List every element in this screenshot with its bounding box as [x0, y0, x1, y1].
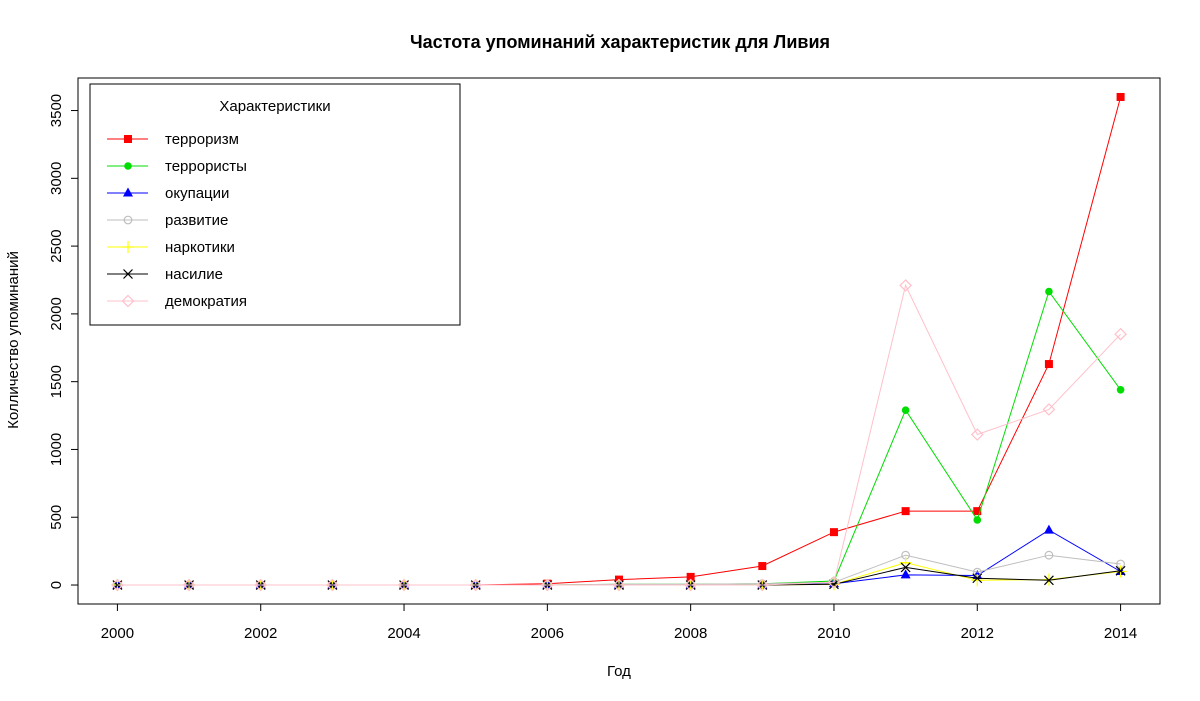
data-point — [111, 578, 124, 592]
data-point — [686, 572, 695, 581]
x-tick-label: 2010 — [817, 625, 850, 642]
legend-label: терроризм — [165, 131, 239, 148]
series-line — [117, 290, 1122, 586]
data-point — [540, 578, 554, 592]
y-tick-label: 3500 — [48, 94, 65, 127]
y-axis-label: Колличество упоминаний — [5, 251, 22, 429]
data-point — [1115, 565, 1126, 576]
data-point — [326, 578, 339, 592]
x-tick-label: 2002 — [244, 625, 277, 642]
legend-title: Характеристики — [219, 98, 330, 115]
legend-item: терроризм — [107, 131, 239, 148]
data-point — [684, 578, 698, 592]
data-point — [899, 279, 912, 292]
data-point — [901, 507, 910, 516]
data-point — [1044, 360, 1053, 369]
legend-item: окупации — [107, 185, 229, 202]
data-point — [829, 579, 839, 590]
y-tick-label: 1500 — [48, 365, 65, 398]
data-point — [469, 578, 483, 592]
data-point — [972, 573, 983, 584]
data-point — [1045, 287, 1053, 296]
data-point — [758, 562, 767, 571]
legend-marker — [124, 162, 132, 170]
data-point — [900, 569, 911, 579]
data-point — [970, 428, 984, 441]
series-демократия — [111, 279, 1127, 592]
data-point — [1044, 575, 1054, 586]
x-tick-label: 2000 — [101, 625, 134, 642]
chart-title: Частота упоминаний характеристик для Лив… — [410, 32, 830, 52]
legend-marker — [123, 215, 133, 225]
series-layer — [111, 92, 1127, 592]
legend-label: террористы — [165, 158, 247, 175]
legend-marker — [121, 294, 135, 308]
x-tick-label: 2006 — [531, 625, 564, 642]
x-axis: 2000 2002 2004 2006 2008 2010 2012 2014 — [101, 603, 1137, 642]
data-point — [973, 507, 982, 516]
x-tick-label: 2014 — [1104, 625, 1137, 642]
data-point — [901, 406, 910, 414]
legend-marker — [124, 135, 132, 143]
series-террористы — [113, 287, 1125, 589]
y-tick-label: 2000 — [48, 297, 65, 330]
x-tick-label: 2008 — [674, 625, 707, 642]
legend-item: насилие — [107, 266, 223, 283]
data-point — [1116, 386, 1125, 394]
x-tick-label: 2004 — [387, 625, 420, 642]
legend-label: насилие — [165, 266, 223, 283]
y-tick-label: 2500 — [48, 229, 65, 262]
series-line — [117, 283, 1121, 586]
legend-box — [89, 83, 461, 326]
data-point — [1043, 524, 1054, 534]
data-point — [1114, 327, 1127, 341]
legend-label: развитие — [165, 212, 228, 229]
data-point — [827, 575, 841, 589]
y-tick-label: 500 — [48, 505, 65, 530]
y-tick-label: 0 — [48, 581, 65, 589]
legend-item: развитие — [107, 212, 228, 229]
legend-item: наркотики — [107, 239, 235, 256]
legend: Характеристики терроризм террористы окупац… — [89, 83, 461, 326]
y-tick-label: 3000 — [48, 162, 65, 195]
legend-label: демократия — [165, 293, 247, 310]
legend-label: окупации — [165, 185, 229, 202]
data-point — [182, 578, 196, 592]
legend-marker — [122, 241, 134, 253]
legend-marker — [123, 187, 133, 197]
x-axis-label: Год — [607, 663, 631, 680]
data-point — [397, 578, 411, 592]
data-point — [755, 578, 769, 592]
data-point — [971, 574, 984, 587]
data-point — [973, 516, 982, 524]
data-point — [254, 578, 268, 592]
legend-marker — [123, 269, 133, 279]
data-point — [1042, 403, 1056, 416]
data-point — [829, 528, 838, 537]
legend-item: демократия — [107, 293, 247, 310]
data-point — [1116, 92, 1125, 101]
data-point — [612, 578, 626, 592]
data-point — [1044, 550, 1054, 560]
x-tick-label: 2012 — [961, 625, 994, 642]
y-tick-label: 1000 — [48, 433, 65, 466]
data-point — [900, 562, 911, 573]
legend-label: наркотики — [165, 239, 235, 256]
y-axis: 0 500 1000 1500 2000 2500 3000 3500 — [48, 94, 79, 589]
legend-item: террористы — [107, 158, 247, 175]
